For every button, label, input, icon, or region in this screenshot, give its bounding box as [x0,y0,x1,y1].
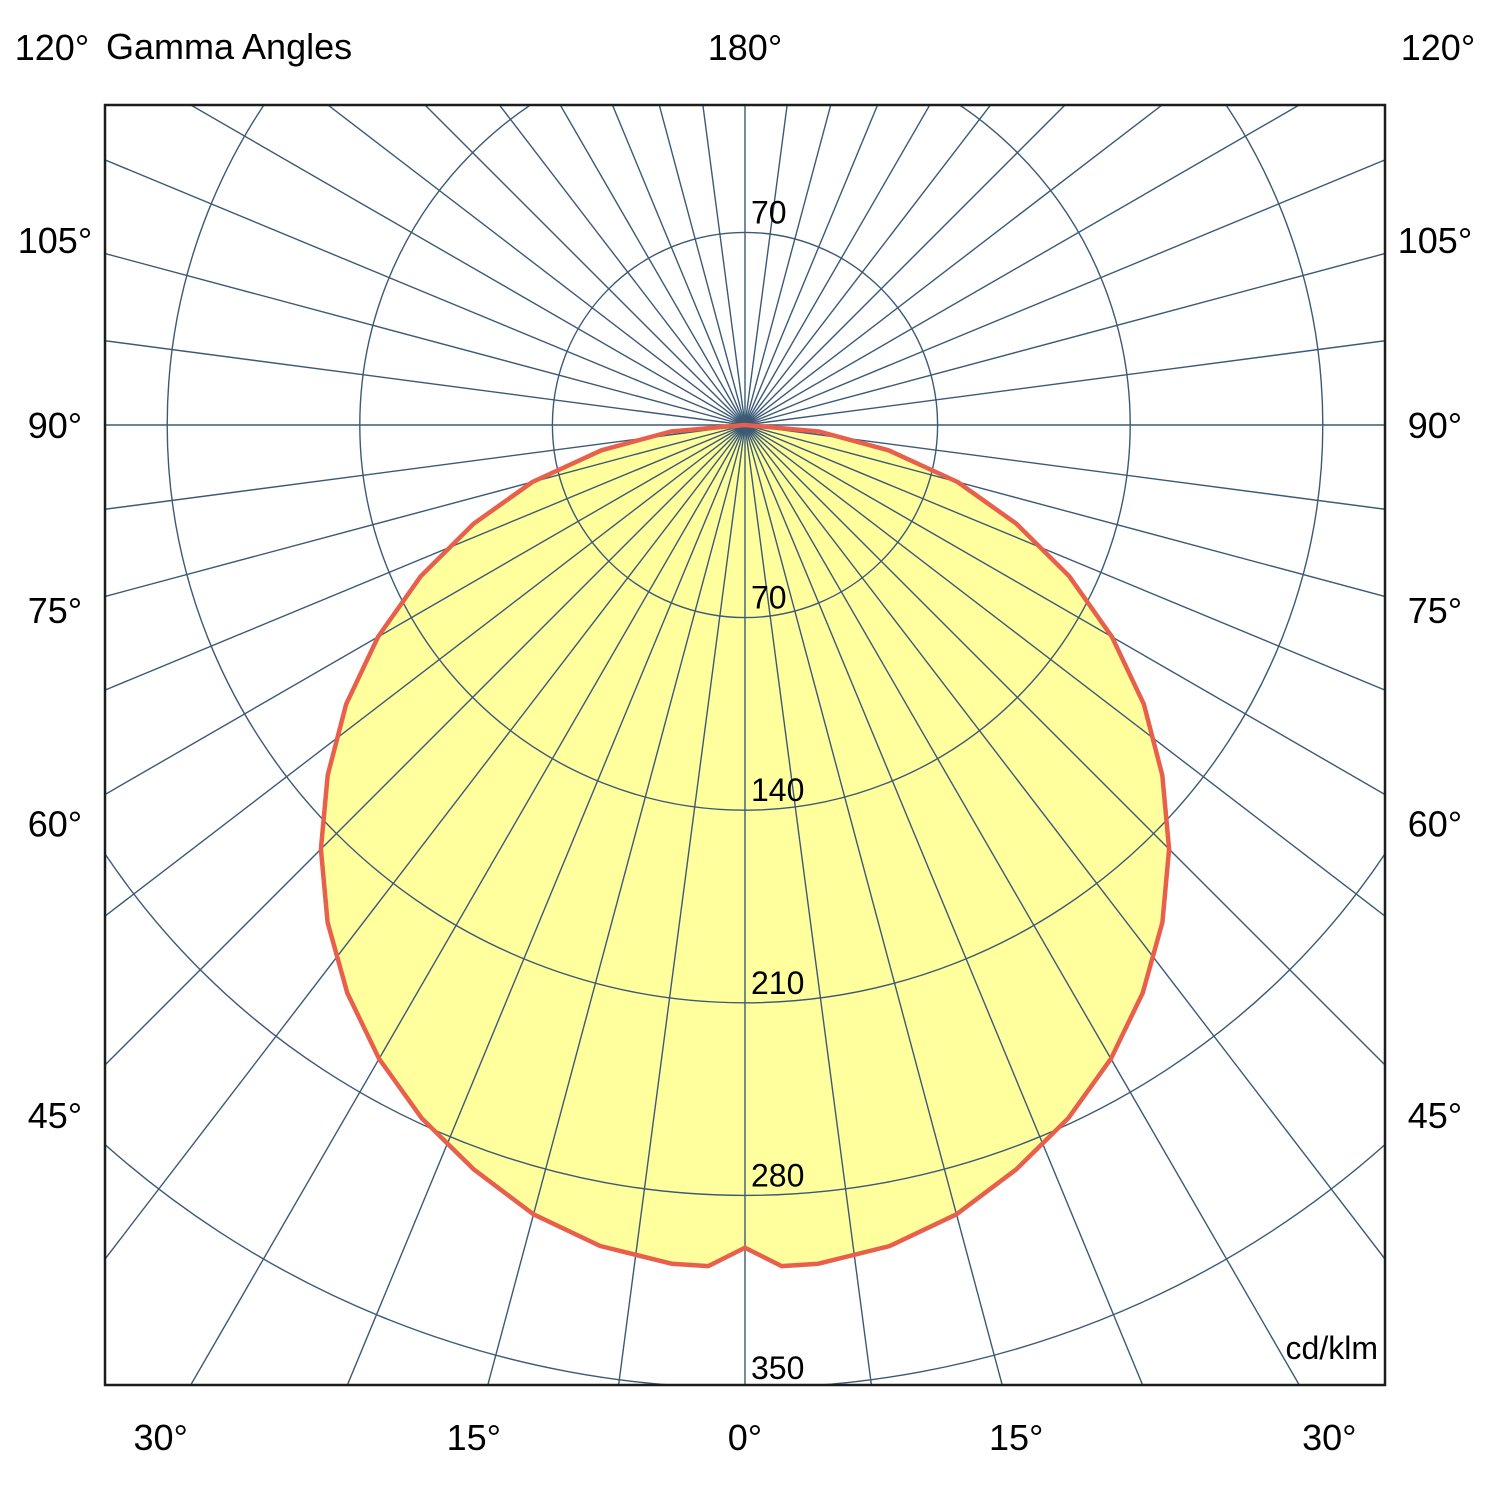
radial-grid-line [105,424,746,510]
radial-grid-line [744,159,1385,426]
radial-grid-line [105,424,746,598]
radial-grid-line [744,105,832,426]
radial-grid-line [744,424,1385,691]
radial-grid-line [424,105,746,426]
axis-labels: 120° 180° 120° 105° 105° 90° 90° 75° 75° 60° 60° 45… [15,27,1475,1458]
radial-grid-line [189,105,746,426]
ring-label: 280 [751,1157,804,1193]
radial-grid-line [744,105,992,426]
chart-border [103,103,1387,1387]
ring-label-upper: 70 [751,194,787,230]
radial-grid-line [658,105,746,426]
radial-grid-line [744,105,788,426]
angle-label-left: 60° [28,803,82,844]
angle-label-left: 90° [28,405,82,446]
radial-grid-line [105,340,746,426]
radial-grid-line [744,105,879,426]
angle-label-bottom: 15° [447,1417,501,1458]
angle-label-top-right: 120° [1401,27,1475,68]
radial-grid-line [744,424,873,1385]
radial-grid-line [617,424,746,1385]
radial-grid-line [744,424,1385,598]
radial-grid-line [744,105,1164,426]
radial-grid-line [744,424,1385,796]
plot-border [103,103,1387,1387]
radial-grid-line [189,424,746,1385]
radial-grid-line [744,424,1003,1385]
radial-grid-line [744,424,1385,1066]
radial-grid-line [744,424,1385,510]
ring-label: 350 [751,1350,804,1386]
radial-grid-line [744,424,1301,1385]
radial-grid-line [105,424,746,1066]
angle-label-right: 105° [1398,220,1472,261]
angle-label-left: 75° [28,590,82,631]
radial-grid-line [744,424,1385,917]
intensity-curve-outline [318,422,1172,1269]
chart-title: Gamma Angles [106,26,353,67]
angle-label-right: 60° [1408,803,1462,844]
radial-grid-line [346,424,746,1385]
radial-grid-line [744,252,1385,426]
ring-label: 140 [751,772,804,808]
angle-label-right: 90° [1408,405,1462,446]
radial-grid-line [744,105,1301,426]
angle-label-bottom: 15° [989,1417,1043,1458]
radial-grid-line [487,424,746,1385]
angle-label-right: 45° [1408,1095,1462,1136]
angle-label-bottom: 30° [1302,1417,1356,1458]
angle-label-top-center: 180° [708,27,782,68]
radial-grid-line [744,424,1385,1261]
intensity-curve [318,422,1172,1269]
radial-grid-line [559,105,746,426]
angle-label-bottom: 0° [728,1417,762,1458]
angle-label-bottom: 30° [133,1417,187,1458]
radial-grid-line [744,424,1144,1385]
radial-grid-line [744,105,1066,426]
radial-grid-line [744,105,931,426]
radial-grid-line [744,340,1385,426]
angle-label-top-left: 120° [15,27,89,68]
radial-grid-line [105,159,746,426]
radial-grid-line [611,105,746,426]
radial-grid-line [105,424,746,1261]
radial-grid-line [105,424,746,917]
radial-grid-line [105,252,746,426]
unit-label: cd/klm [1285,1330,1378,1366]
radial-grid-line [105,424,746,691]
ring-label: 70 [751,580,787,616]
angle-label-right: 75° [1408,590,1462,631]
radial-grid-line [105,424,746,796]
angle-label-left: 45° [28,1095,82,1136]
radial-grid-line [326,105,746,426]
ring-label: 210 [751,965,804,1001]
radial-grid-line [702,105,746,426]
radial-grid-line [498,105,746,426]
angle-label-left: 105° [18,220,92,261]
